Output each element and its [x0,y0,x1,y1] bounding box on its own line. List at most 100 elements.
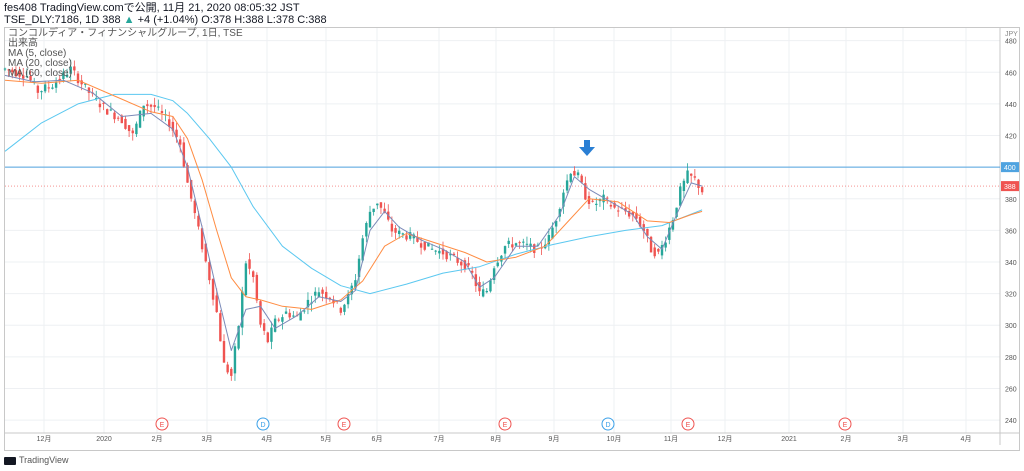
candle-body [700,187,704,193]
candle-body [697,179,700,188]
footer: TradingView [4,455,69,465]
event-marker-icon [155,417,169,431]
candle-body [22,75,25,79]
candle-body [157,106,160,108]
chart-legend: コンコルディア・フィナンシャルグループ, 1日, TSE 出来高 MA (5, … [8,29,243,79]
x-tick-label: 4月 [262,435,273,443]
x-tick-label: 12月 [718,435,733,443]
candle-body [354,280,357,288]
candle-body [127,125,131,132]
x-tick-label: 2021 [781,436,797,443]
candle-body [503,246,507,254]
candle-body [270,327,273,342]
candle-body [273,318,277,332]
candle-body [481,289,485,297]
candle-body [87,87,91,93]
change-up-icon: ▲ [123,14,135,26]
candle-body [102,102,105,104]
y-tick-label: 380 [1005,197,1017,204]
candle-body [186,165,189,183]
candle-body [328,297,332,300]
candle-body [252,271,255,277]
candle-body [182,142,186,167]
candle-body [138,110,142,128]
x-tick-label: 3月 [898,435,909,443]
candle-body [635,212,638,219]
change-value: +4 (+1.04%) [137,14,199,26]
candle-body [357,258,361,278]
candle-body [51,87,54,89]
candle-body [168,119,171,127]
candle-body [376,203,379,206]
event-marker-label: E [843,422,848,429]
candle-body [536,244,540,246]
candle-body [222,341,226,363]
candle-body [241,291,244,328]
candle-body [368,211,372,228]
candle-body [653,247,656,257]
event-marker-label: D [260,422,265,429]
x-tick-label: 7月 [434,435,445,443]
candle-body [317,292,321,298]
candle-body [445,251,448,260]
candle-body [11,69,14,73]
candle-body [657,248,660,252]
candle-body [533,244,536,253]
candle-body [405,235,408,240]
candle-body [65,74,69,77]
candle-body [146,104,149,107]
candle-body [522,241,525,243]
footer-brand[interactable]: TradingView [19,455,69,465]
candle-body [627,210,631,217]
candle-body [496,262,499,267]
candle-body [606,197,609,199]
candle-body [266,332,269,343]
event-marker-label: E [686,422,691,429]
candle-body [664,242,667,248]
candle-body [179,139,182,145]
legend-ma20[interactable]: MA (20, close) [8,58,72,69]
candle-body [649,236,653,253]
candle-body [511,244,514,248]
candle-body [617,210,620,212]
y-tick-label: 320 [1005,292,1017,299]
candles [3,59,704,381]
candle-body [485,291,488,293]
legend-ma5[interactable]: MA (5, close) [8,48,67,59]
chart-frame [4,27,1020,451]
y-unit-label: JPY [1005,31,1018,38]
x-tick-label: 5月 [321,435,332,443]
annotation-down-arrow-icon [579,140,595,156]
candle-body [284,311,288,314]
candle-body [7,69,10,71]
candle-body [631,212,634,216]
y-tick-label: 260 [1005,386,1017,393]
candle-body [230,368,233,376]
legend-title: コンコルディア・フィナンシャルグループ, 1日, TSE [8,28,243,39]
candle-body [492,268,496,281]
candle-body [452,253,456,256]
candle-body [106,109,109,115]
event-marker-icon [601,417,615,431]
x-tick-label: 2月 [152,435,163,443]
event-marker-label: E [160,422,165,429]
resistance-price-tag [1001,162,1019,173]
candle-body [343,304,346,312]
candle-body [116,117,120,119]
legend-ma60[interactable]: MA (60, close) [8,68,72,79]
tradingview-logo-icon[interactable] [4,456,16,465]
candle-body [471,270,474,273]
ohlc-values: O:378 H:388 L:378 C:388 [201,14,327,26]
candle-body [379,202,383,208]
candle-body [609,204,613,207]
candle-body [321,289,324,294]
candle-body [204,243,207,262]
ma60-line [4,93,703,295]
x-tick-label: 12月 [37,435,52,443]
candle-body [430,248,434,250]
candle-body [142,105,145,117]
y-tick-label: 340 [1005,260,1017,267]
candle-body [124,118,127,129]
legend-volume[interactable]: 出来高 [8,38,38,49]
